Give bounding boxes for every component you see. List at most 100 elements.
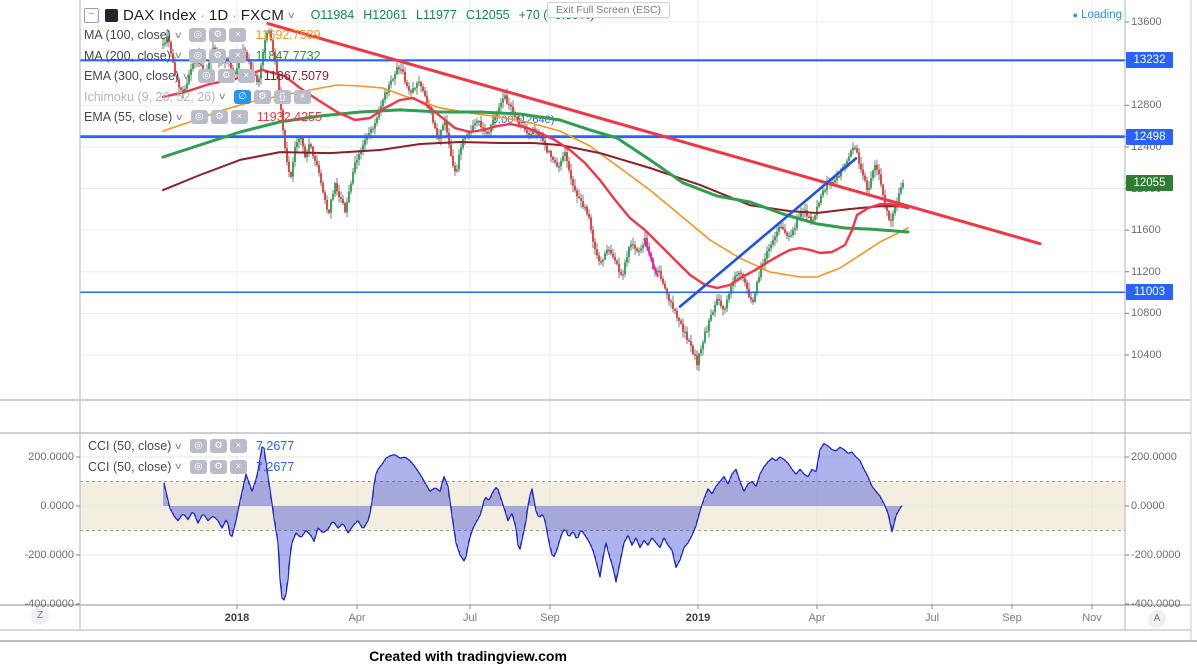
candle-body <box>892 213 894 221</box>
candle-body <box>870 178 872 188</box>
candle-body <box>186 83 188 89</box>
candle-body <box>330 199 332 213</box>
candle-body <box>256 74 258 83</box>
remove-indicator-icon[interactable]: × <box>229 28 247 43</box>
candle-body <box>506 95 508 104</box>
settings-icon[interactable]: ⚙ <box>209 459 227 474</box>
remove-indicator-icon[interactable]: × <box>229 459 247 474</box>
candle-body <box>866 180 868 191</box>
candle-body <box>696 355 698 366</box>
settings-icon[interactable]: ⚙ <box>209 28 227 43</box>
indicator-legend-rows: MA (100, close) ∨ ◎ ⚙ × 11692.7589 MA (200, cl… <box>84 25 594 128</box>
indicator-name[interactable]: MA (200, close) <box>84 48 171 63</box>
candle-body <box>316 160 318 165</box>
candle-body <box>772 240 774 245</box>
visibility-icon[interactable]: ◎ <box>189 48 207 63</box>
candle-body <box>284 130 286 149</box>
chevron-down-icon[interactable]: ∨ <box>218 91 228 102</box>
settings-icon[interactable]: ⚙ <box>217 69 235 84</box>
settings-icon[interactable]: ⚙ <box>210 110 228 125</box>
symbol-exchange[interactable]: FXCM <box>240 6 285 24</box>
cci-axis-label: 0.0000 <box>40 500 74 512</box>
candle-body <box>468 131 470 135</box>
visibility-off-icon[interactable]: ∅ <box>233 89 251 104</box>
chevron-down-icon[interactable]: ∨ <box>173 50 183 61</box>
visibility-icon[interactable]: ◎ <box>189 439 207 454</box>
candle-body <box>246 52 248 59</box>
remove-indicator-icon[interactable]: × <box>229 439 247 454</box>
indicator-name[interactable]: Ichimoku (9, 26, 52, 26) <box>84 89 216 104</box>
candle-body <box>492 120 494 125</box>
chevron-down-icon[interactable]: ∨ <box>174 440 184 451</box>
price-axis-label: 12800 <box>1131 99 1162 112</box>
candle-body <box>708 320 710 332</box>
auto-scale-button[interactable]: A <box>1148 610 1166 628</box>
settings-icon[interactable]: ⚙ <box>209 439 227 454</box>
candle-body <box>300 137 302 140</box>
remove-indicator-icon[interactable]: × <box>293 89 311 104</box>
chevron-down-icon[interactable]: ∨ <box>286 9 296 20</box>
candle-body <box>328 209 330 213</box>
candle-body <box>362 144 364 152</box>
candle-body <box>364 139 366 145</box>
candle-body <box>496 114 498 116</box>
chevron-down-icon[interactable]: ∨ <box>181 70 192 81</box>
indicator-buttons: ◎ ⚙ × <box>190 110 248 125</box>
cci-axis-label: -200.0000 <box>24 549 74 561</box>
price-axis-label: 10400 <box>1131 349 1162 361</box>
visibility-icon[interactable]: ◎ <box>189 459 207 474</box>
remove-indicator-icon[interactable]: × <box>230 110 248 125</box>
time-axis-label: Jul <box>924 612 940 624</box>
candle-body <box>618 263 620 273</box>
candle-body <box>412 88 414 93</box>
candle-body <box>376 117 378 124</box>
indicator-name[interactable]: CCI (50, close) <box>88 459 172 474</box>
candle-body <box>166 36 168 43</box>
candle-body <box>622 274 624 276</box>
indicator-name[interactable]: EMA (55, close) <box>84 110 173 125</box>
settings-icon[interactable]: ⚙ <box>253 89 271 104</box>
candle-body <box>738 272 740 275</box>
symbol-interval[interactable]: 1D <box>208 6 229 24</box>
candle-body <box>446 120 448 133</box>
indicator-value: 11867.5079 <box>263 69 329 84</box>
candle-body <box>538 133 540 137</box>
candle-body <box>724 308 726 310</box>
candle-body <box>784 229 786 233</box>
candle-body <box>594 241 596 249</box>
settings-icon[interactable]: ⚙ <box>209 48 227 63</box>
price-axis-label: 10800 <box>1131 307 1162 320</box>
visibility-icon[interactable]: ◎ <box>197 69 215 84</box>
candle-body <box>614 256 616 261</box>
symbol-title[interactable]: DAX Index <box>123 6 197 24</box>
chevron-down-icon[interactable]: ∨ <box>174 461 184 472</box>
candle-body <box>568 161 570 171</box>
candle-body <box>630 244 632 247</box>
candle-body <box>250 61 252 69</box>
candle-body <box>508 103 510 106</box>
candle-body <box>752 299 754 302</box>
zoom-out-button[interactable]: Z <box>31 607 49 625</box>
candle-body <box>378 110 380 118</box>
candle-body <box>200 63 202 66</box>
candle-body <box>824 190 826 192</box>
remove-indicator-icon[interactable]: × <box>237 69 255 84</box>
indicator-name[interactable]: CCI (50, close) <box>88 439 172 454</box>
visibility-icon[interactable]: ◎ <box>190 110 208 125</box>
chevron-down-icon[interactable]: ∨ <box>173 29 183 40</box>
ohlc-item: C12055 <box>465 8 510 22</box>
candle-body <box>876 164 878 170</box>
legend-collapse-button[interactable]: − <box>84 7 99 23</box>
remove-indicator-icon[interactable]: × <box>229 48 247 63</box>
chevron-down-icon[interactable]: ∨ <box>174 111 185 122</box>
price-axis-label: 11600 <box>1131 224 1161 237</box>
visibility-icon[interactable]: ◎ <box>189 28 207 43</box>
indicator-name[interactable]: MA (100, close) <box>84 28 171 43</box>
indicator-row: Ichimoku (9, 26, 52, 26) ∨ ∅ ⚙{} × <box>84 87 594 108</box>
candle-body <box>682 323 684 332</box>
candle-body <box>342 198 344 204</box>
source-code-icon[interactable]: {} <box>273 89 291 104</box>
candle-body <box>690 341 692 346</box>
indicator-name[interactable]: EMA (300, close) <box>84 69 180 84</box>
